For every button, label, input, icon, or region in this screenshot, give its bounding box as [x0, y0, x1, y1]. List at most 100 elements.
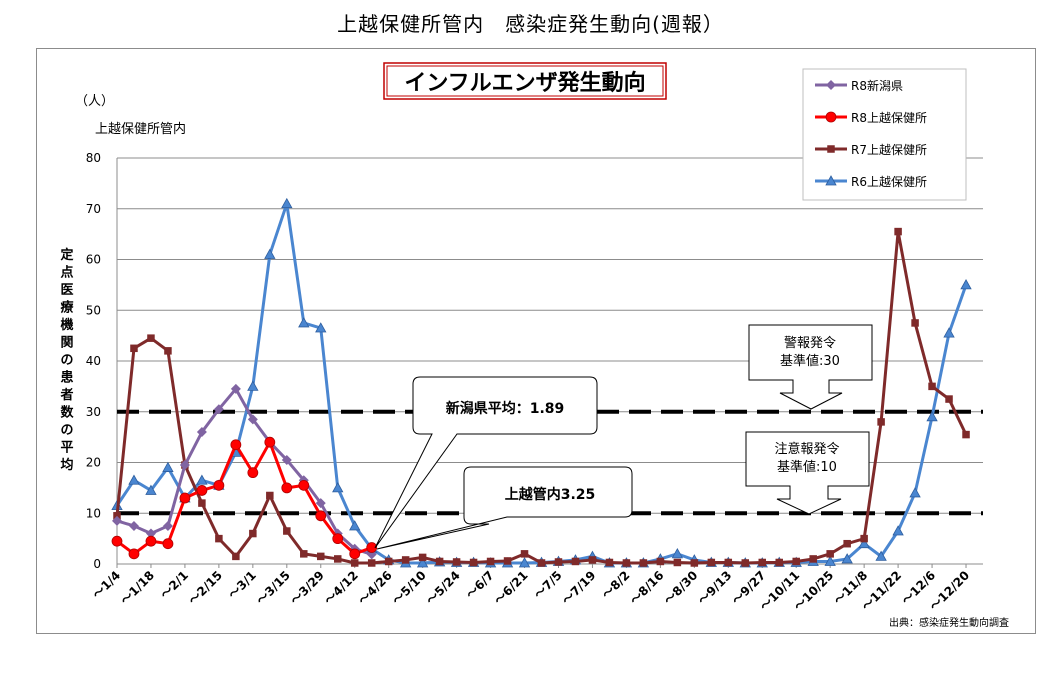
data-point: [554, 558, 563, 566]
data-point: [332, 533, 344, 545]
data-point: [824, 555, 836, 566]
y-label-char: 均: [60, 457, 73, 473]
data-point: [315, 498, 326, 509]
x-tick-label: ～5/10: [390, 568, 429, 607]
data-point: [707, 558, 716, 567]
x-tick-label: ～3/15: [254, 568, 293, 607]
data-point: [384, 557, 393, 566]
data-point: [315, 510, 327, 522]
callout-alarm-threshold: 警報発令 基準値:30: [748, 324, 873, 410]
legend-label: R8上越保健所: [851, 111, 927, 125]
unit-label: （人）: [75, 94, 114, 109]
data-point: [520, 550, 529, 558]
warning-label-line1: 注意報発令: [774, 441, 839, 457]
data-point: [145, 528, 156, 539]
source-note: 出典：感染症発生動向調査: [889, 616, 1009, 629]
data-point: [452, 558, 461, 566]
data-point: [281, 197, 293, 209]
data-point: [315, 322, 327, 333]
data-point: [486, 557, 495, 566]
data-point: [571, 557, 580, 566]
data-point: [622, 559, 631, 567]
x-tick-label: ～4/26: [356, 568, 395, 607]
data-point: [401, 556, 410, 564]
data-point: [232, 552, 240, 561]
data-point: [588, 556, 597, 564]
series-line: [116, 387, 373, 556]
data-point: [264, 248, 276, 259]
alarm-label-line2: 基準値:30: [780, 353, 840, 369]
y-label-char: の: [60, 353, 73, 368]
data-point: [909, 487, 921, 498]
x-tick-label: ～9/13: [695, 568, 734, 607]
y-label-char: 患: [60, 370, 73, 386]
data-point: [826, 550, 834, 558]
data-point: [179, 492, 191, 504]
series-1: [111, 436, 378, 560]
y-label-char: 数: [60, 405, 74, 421]
data-point: [264, 436, 276, 448]
data-point: [825, 111, 837, 123]
data-point: [366, 542, 378, 553]
x-tick-label: ～7/19: [559, 568, 598, 607]
data-point: [179, 460, 190, 471]
y-label-char: 定: [59, 247, 73, 263]
data-point: [196, 427, 207, 438]
data-point: [281, 482, 293, 494]
data-point: [671, 548, 684, 559]
data-point: [827, 145, 835, 153]
data-point: [469, 558, 478, 567]
data-point: [892, 525, 904, 536]
data-point: [690, 559, 699, 567]
data-point: [877, 418, 885, 426]
callout-warning-threshold: 注意報発令 基準値:10: [745, 431, 870, 515]
x-tick-labels: ～1/4～1/18 ～2/1～2/15 ～3/1～3/15～3/29～4/12～4/…: [90, 568, 972, 613]
data-point: [196, 485, 208, 496]
legend-label: R8新潟県: [851, 78, 903, 93]
data-point: [945, 395, 953, 403]
data-point: [843, 539, 851, 548]
data-point: [926, 411, 938, 422]
y-tick-label: 70: [86, 202, 101, 216]
callout-joetsu-text: 上越管内3.25: [505, 486, 596, 503]
data-point: [943, 327, 955, 338]
data-point: [247, 414, 258, 425]
data-point: [300, 550, 308, 558]
chart-title-box: インフルエンザ発生動向: [383, 62, 667, 100]
data-point: [230, 383, 241, 394]
data-point: [281, 454, 292, 465]
y-label-char: 医: [60, 283, 73, 298]
data-point: [841, 553, 853, 564]
legend-item: R8上越保健所: [815, 111, 927, 125]
data-point: [435, 557, 444, 566]
data-point: [350, 559, 359, 567]
data-point: [145, 484, 157, 495]
y-label-char: 者: [59, 387, 73, 403]
legend-item: R7上越保健所: [815, 143, 927, 157]
data-point: [332, 482, 344, 493]
y-label-char: 平: [60, 441, 73, 456]
y-tick-label: 50: [86, 303, 101, 317]
x-tick-label: ～5/24: [424, 568, 463, 607]
chart-title: インフルエンザ発生動向: [404, 70, 645, 96]
data-point: [298, 479, 310, 491]
legend: R8新潟県 R8上越保健所 R7上越保健所 R6上越保健所: [802, 68, 967, 201]
data-point: [164, 347, 172, 355]
data-point: [858, 537, 870, 549]
y-label-char: 療: [60, 300, 74, 316]
data-point: [111, 535, 123, 547]
y-tick-label: 80: [86, 151, 101, 165]
data-point: [249, 529, 257, 538]
data-point: [639, 559, 648, 567]
data-point: [333, 555, 342, 563]
data-point: [503, 557, 512, 565]
data-point: [128, 474, 140, 485]
data-point: [349, 520, 361, 531]
data-point: [196, 474, 208, 485]
y-label-char: の: [60, 423, 73, 438]
data-point: [962, 430, 970, 439]
data-point: [518, 557, 531, 568]
data-point: [860, 534, 868, 543]
data-point: [317, 552, 325, 561]
